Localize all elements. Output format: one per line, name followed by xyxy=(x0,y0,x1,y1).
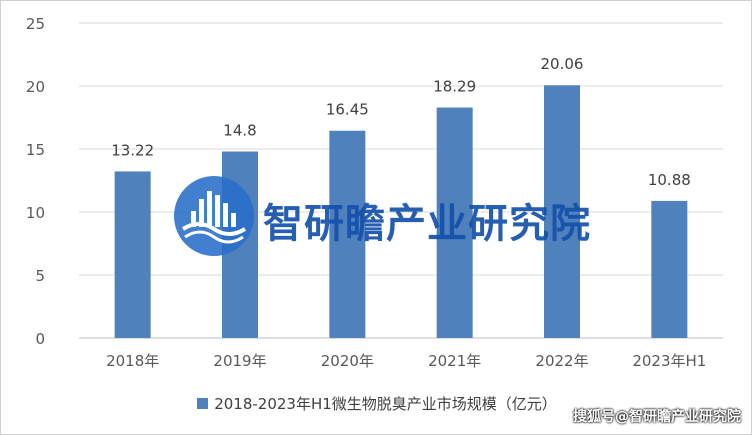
y-tick-label: 20 xyxy=(26,78,45,96)
data-label: 20.06 xyxy=(541,55,584,73)
data-label: 13.22 xyxy=(111,141,154,159)
x-tick-label: 2023年H1 xyxy=(632,352,706,370)
x-tick-label: 2021年 xyxy=(428,352,481,370)
y-tick-label: 10 xyxy=(26,204,45,222)
data-label: 18.29 xyxy=(433,78,476,96)
y-tick-label: 25 xyxy=(26,15,45,33)
bar xyxy=(329,130,366,338)
legend: 2018-2023年H1微生物脱臭产业市场规模（亿元） xyxy=(1,393,752,414)
legend-swatch xyxy=(197,398,209,409)
y-tick-label: 15 xyxy=(26,141,45,159)
source-credit: 搜狐号@智研瞻产业研究院 xyxy=(573,409,741,425)
x-tick-label: 2018年 xyxy=(106,352,159,370)
watermark-logo-icon xyxy=(174,176,254,256)
bar-chart: 0 5 10 15 20 25 13.22 2018年 14.8 2019年 16.45 2020年 1… xyxy=(26,15,723,370)
y-tick-label: 5 xyxy=(35,267,45,285)
bar xyxy=(114,171,151,338)
x-tick-label: 2019年 xyxy=(213,352,266,370)
y-tick-label: 0 xyxy=(35,330,45,348)
data-label: 10.88 xyxy=(648,171,691,189)
bar xyxy=(436,107,473,339)
data-label: 16.45 xyxy=(326,101,369,119)
data-label: 14.8 xyxy=(223,122,256,140)
watermark-text: 智研瞻产业研究院 xyxy=(263,201,591,247)
x-tick-label: 2020年 xyxy=(321,352,374,370)
legend-label: 2018-2023年H1微生物脱臭产业市场规模（亿元） xyxy=(214,395,557,413)
x-tick-label: 2022年 xyxy=(535,352,588,370)
watermark: 智研瞻产业研究院 xyxy=(171,173,591,259)
bar xyxy=(651,200,688,338)
bar xyxy=(544,85,580,338)
